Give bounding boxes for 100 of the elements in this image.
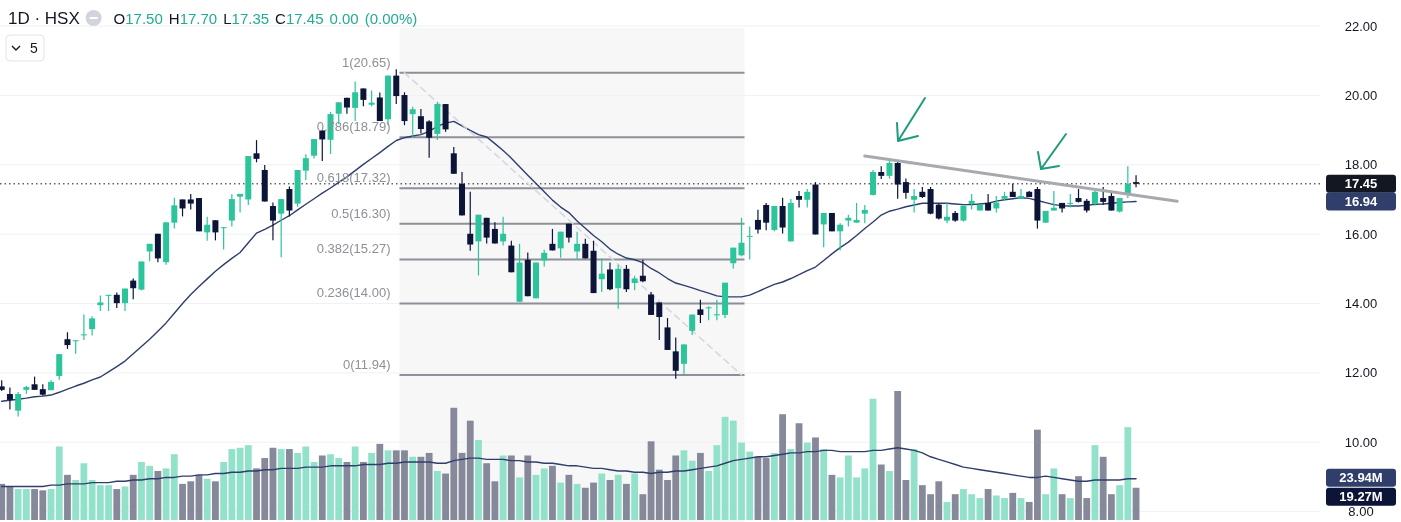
bar (688, 460, 696, 520)
bar (203, 478, 211, 520)
bar (0, 483, 6, 520)
bar (951, 494, 959, 520)
candlestick (1133, 174, 1140, 188)
y-tick-label: 18.00 (1344, 157, 1378, 173)
candlestick (80, 313, 87, 341)
candlestick (672, 336, 679, 380)
bar (762, 458, 770, 520)
bar (466, 420, 474, 520)
text: 16.94 (1344, 194, 1379, 210)
candlestick (664, 317, 671, 351)
y-tick-label: 22.00 (1344, 18, 1378, 34)
candlestick (253, 139, 260, 163)
bar (779, 414, 786, 520)
bar (877, 464, 885, 520)
bar (614, 474, 622, 520)
candlestick (804, 188, 811, 209)
candlestick (483, 217, 490, 245)
bar (475, 440, 482, 520)
candlestick (754, 209, 761, 235)
bar (787, 449, 795, 520)
bar (244, 445, 252, 520)
bar (803, 442, 811, 520)
candlestick (130, 277, 137, 300)
bar (812, 437, 819, 520)
candlestick (894, 160, 901, 200)
y-tick-label: 14.00 (1344, 295, 1378, 311)
ref-line-label: 0.382(15.27) (316, 241, 391, 257)
y-tick-label: 12.00 (1344, 365, 1378, 381)
bar (820, 449, 828, 520)
bar (565, 474, 573, 520)
text: 23.94M (1339, 470, 1383, 486)
ref-line-label: 0.236(14.00) (316, 285, 391, 301)
bar (483, 463, 491, 520)
bar (598, 473, 606, 520)
candlestick (656, 301, 663, 341)
bar (499, 455, 507, 520)
candlestick (771, 205, 778, 232)
text: O17.50 H17.70 L17.35 C17.45 0.00 (0.00%) (113, 10, 418, 27)
bar (516, 477, 523, 520)
candlestick (820, 212, 827, 248)
candlestick (639, 259, 646, 283)
candlestick (171, 197, 178, 230)
ref-line-label: 17.45 (1344, 176, 1378, 192)
bar (631, 473, 639, 520)
candlestick (861, 204, 868, 224)
candlestick (1050, 190, 1057, 212)
candlestick (228, 193, 235, 228)
bar (154, 470, 162, 520)
candlestick (779, 197, 786, 235)
candlestick (837, 222, 844, 252)
bar (524, 455, 532, 520)
candlestick (615, 264, 622, 310)
candlestick (89, 315, 96, 336)
y-tick-label: 8.00 (1348, 504, 1374, 520)
candlestick (204, 216, 211, 242)
bar (623, 483, 630, 520)
candlestick (426, 119, 433, 159)
candlestick (393, 68, 400, 105)
candlestick (557, 231, 564, 259)
bar (540, 468, 548, 520)
y-tick-label: 10.00 (1344, 434, 1378, 450)
bar (64, 474, 71, 520)
bar (557, 482, 565, 520)
bar (409, 456, 417, 520)
candlestick (278, 198, 285, 258)
bar (113, 489, 121, 520)
bar (368, 452, 375, 520)
ref-line-label: 0.5(16.30) (331, 205, 391, 221)
bar (910, 449, 918, 520)
candlestick (220, 226, 227, 250)
bar (984, 489, 992, 520)
ref-line-label: 0(11.94) (343, 356, 391, 372)
candlestick (1108, 191, 1115, 212)
bar (573, 483, 581, 520)
candlestick (302, 153, 309, 181)
candlestick (796, 190, 803, 209)
bar (351, 446, 359, 520)
bar (697, 452, 704, 520)
candlestick (450, 146, 457, 175)
candlestick (697, 299, 704, 324)
candlestick (985, 193, 992, 212)
candlestick (1017, 188, 1024, 200)
bar (433, 470, 441, 520)
candlestick (15, 391, 22, 418)
candlestick (746, 225, 753, 261)
annotation: 5 (30, 40, 38, 56)
candlestick (648, 291, 655, 316)
bar (286, 449, 293, 520)
candlestick (870, 169, 877, 197)
text: 1D · HSX (8, 9, 80, 28)
bar (549, 465, 556, 520)
candlestick (311, 138, 318, 160)
candlestick (212, 219, 219, 241)
candlestick (574, 231, 581, 261)
candlestick (902, 178, 909, 200)
candlestick (352, 80, 359, 122)
candlestick (56, 353, 63, 381)
y-tick-label: 20.00 (1344, 87, 1378, 103)
